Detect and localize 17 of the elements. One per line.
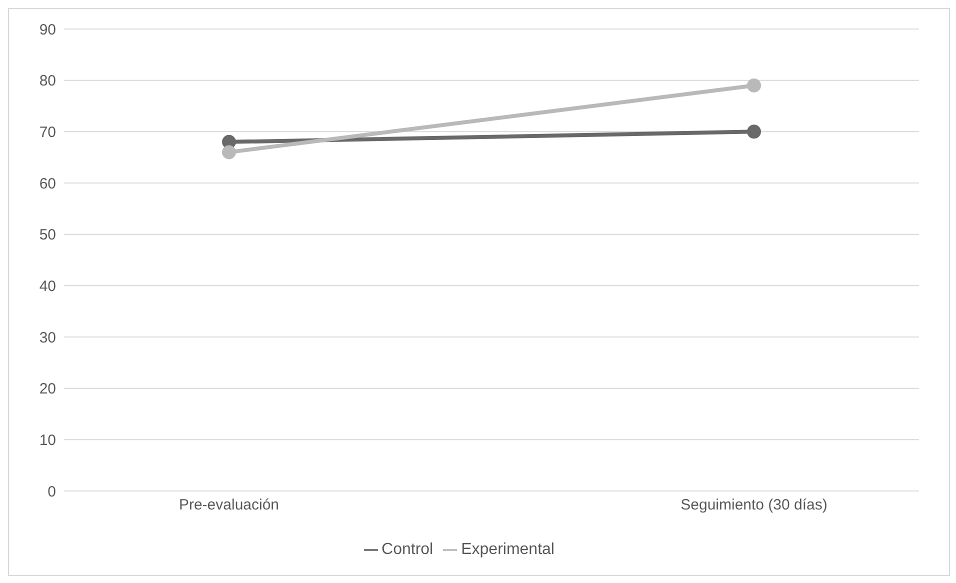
y-tick-label: 70 — [39, 124, 56, 141]
y-tick-label: 10 — [39, 432, 56, 449]
x-tick-label: Seguimiento (30 días) — [680, 496, 828, 514]
legend-label: Experimental — [461, 541, 554, 558]
y-tick-label: 50 — [39, 226, 56, 244]
y-tick-label: 90 — [39, 21, 56, 38]
y-tick-label: 0 — [48, 483, 56, 500]
point — [222, 145, 236, 160]
y-tick-label: 60 — [39, 175, 56, 192]
y-tick-label: 20 — [39, 380, 56, 398]
point — [747, 78, 761, 92]
legend-label: Control — [382, 541, 434, 558]
y-tick-label: 40 — [39, 278, 56, 295]
point — [747, 124, 761, 139]
x-tick-label: Pre-evaluación — [178, 496, 280, 514]
y-tick-label: 80 — [39, 72, 56, 90]
y-tick-label: 30 — [39, 329, 56, 346]
